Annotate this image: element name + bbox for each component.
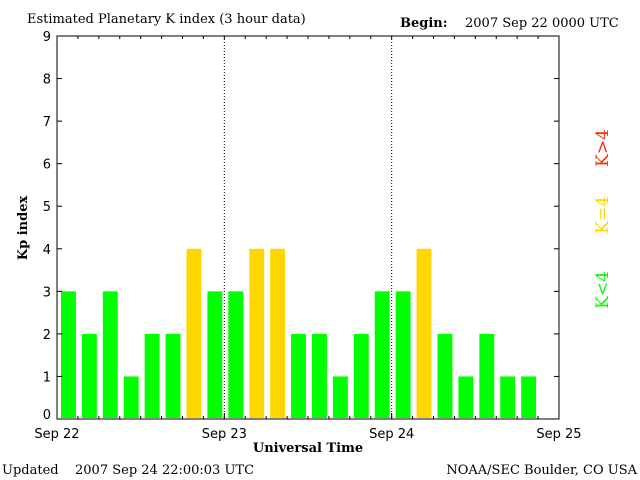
kp-bar <box>353 333 369 418</box>
y-tick-label: 1 <box>43 370 51 385</box>
y-tick-label: 8 <box>43 73 51 88</box>
y-tick-label: 3 <box>43 285 51 300</box>
kp-bar <box>144 333 160 418</box>
x-tick-label: Sep 25 <box>536 427 581 442</box>
kp-bar <box>186 248 202 418</box>
legend: K<4 K=4 K>4 <box>593 129 613 309</box>
begin-label: Begin: <box>400 16 448 31</box>
x-axis-label: Universal Time <box>253 441 363 456</box>
kp-bar <box>479 333 495 418</box>
kp-bar <box>416 248 432 418</box>
kp-bar <box>270 248 286 418</box>
source-credit: NOAA/SEC Boulder, CO USA <box>446 463 637 478</box>
legend-entry: K<4 <box>593 271 613 309</box>
y-tick-label: 0 <box>43 408 51 423</box>
legend-entry: K>4 <box>593 129 613 167</box>
x-axis-ticks: Sep 22 Sep 23 Sep 24 Sep 25 <box>34 36 582 442</box>
updated-value: 2007 Sep 24 22:00:03 UTC <box>75 463 254 478</box>
y-tick-label: 4 <box>43 243 51 258</box>
updated-label: Updated <box>2 463 59 478</box>
y-tick-label: 5 <box>43 200 51 215</box>
legend-entry: K=4 <box>593 196 613 234</box>
y-axis-label: Kp index <box>16 196 31 261</box>
kp-bar <box>102 291 118 418</box>
kp-bar <box>291 333 306 418</box>
kp-bar <box>312 333 327 418</box>
y-tick-label: 7 <box>43 115 51 130</box>
chart-title: Estimated Planetary K index (3 hour data… <box>27 12 306 27</box>
y-axis-ticks: 0 1 2 3 4 5 6 7 8 9 <box>43 30 559 423</box>
x-tick-label: Sep 22 <box>34 427 79 442</box>
x-tick-label: Sep 23 <box>202 427 247 442</box>
y-tick-label: 6 <box>43 158 51 173</box>
kp-bar <box>332 376 348 418</box>
kp-bar <box>249 248 265 418</box>
bars-group <box>61 248 537 418</box>
kp-bar <box>500 376 516 418</box>
kp-bar <box>374 291 390 418</box>
y-tick-label: 9 <box>43 30 51 45</box>
x-tick-label: Sep 24 <box>369 427 414 442</box>
day-separators <box>223 36 393 419</box>
kp-bar <box>395 291 411 418</box>
kp-bar <box>61 291 76 418</box>
kp-bar <box>228 291 244 418</box>
kp-bar <box>165 333 181 418</box>
kp-bar <box>437 333 453 418</box>
kp-bar <box>207 291 223 418</box>
kp-bar <box>521 376 537 418</box>
begin-value: 2007 Sep 22 0000 UTC <box>465 16 619 31</box>
kp-bar <box>123 376 139 418</box>
kp-bar <box>458 376 474 418</box>
y-tick-label: 2 <box>43 328 51 343</box>
kp-bar <box>81 333 97 418</box>
